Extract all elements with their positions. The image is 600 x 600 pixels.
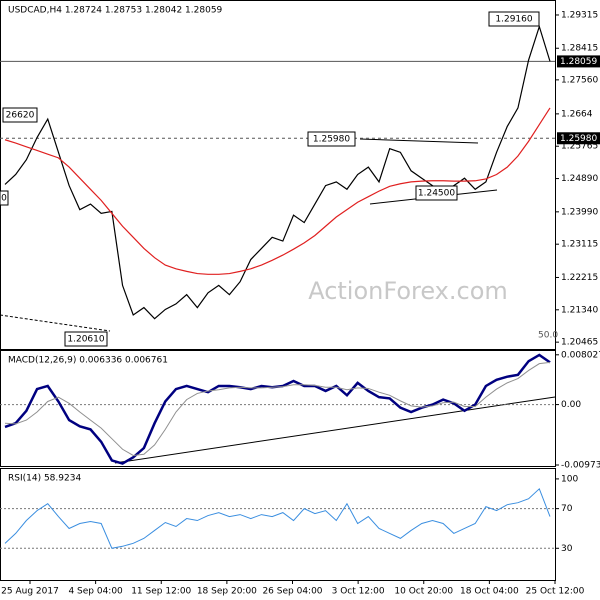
x-tick-label: 25 Aug 2017 (1, 587, 59, 597)
y-tick-label: 1.22215 (561, 273, 598, 283)
x-tick-label: 18 Oct 04:00 (460, 587, 519, 597)
annotation: 1.29160 (495, 15, 532, 25)
annotation: 0 (1, 194, 7, 204)
series-line (4, 361, 551, 456)
y-tick-label: -0.009737 (561, 460, 600, 470)
y-tick-label: 1.23990 (561, 207, 598, 217)
x-tick-label: 3 Oct 12:00 (332, 587, 385, 597)
x-tick-label: 25 Oct 12:00 (526, 587, 585, 597)
corner-label: 50.0 (538, 331, 558, 341)
x-tick-label: 10 Oct 20:00 (394, 587, 453, 597)
y-tick-label: 1.20465 (561, 338, 598, 348)
trend-line (359, 138, 479, 144)
y-tick-label: 0.00 (561, 400, 581, 410)
y-tick-label: 1.21340 (561, 305, 598, 315)
trend-line (0, 314, 111, 332)
panel-frame (0, 350, 556, 467)
x-tick-label: 26 Sep 04:00 (262, 587, 322, 597)
y-tick-label: 30 (561, 544, 573, 554)
annotation-box (415, 185, 458, 201)
x-tick-label: 11 Sep 12:00 (131, 587, 191, 597)
annotation-box (2, 107, 38, 123)
y-tick-label: 1.29315 (561, 10, 598, 20)
y-tick-label: 70 (561, 504, 573, 514)
annotation: 1.20610 (67, 335, 104, 345)
annotation-box (0, 190, 9, 206)
y-tick-label: 1.2664 (561, 109, 593, 119)
panel-frame (0, 0, 556, 350)
annotation: 26620 (6, 111, 35, 121)
panel-frame (0, 468, 556, 581)
y-tick-label: 1.25765 (561, 142, 598, 152)
level-label: 1.28059 (560, 57, 597, 67)
x-tick-label: 4 Sep 04:00 (68, 587, 123, 597)
level-label-box (557, 55, 600, 68)
annotation-box (307, 131, 356, 147)
series-line (4, 107, 551, 275)
panel-title: USDCAD,H4 1.28724 1.28753 1.28042 1.2805… (8, 6, 223, 16)
annotation: 1.24500 (418, 189, 455, 199)
panel-title: MACD(12,26,9) 0.006336 0.006761 (8, 356, 168, 366)
y-tick-label: 0.008027 (561, 350, 600, 360)
y-tick-label: 1.28415 (561, 44, 598, 54)
series-line (4, 24, 551, 320)
y-tick-label: 1.27560 (561, 75, 598, 85)
x-tick-label: 18 Sep 20:00 (197, 587, 257, 597)
trend-line (114, 396, 556, 464)
annotation-box (64, 331, 108, 347)
y-tick-label: 1.23115 (561, 240, 598, 250)
panel-title: RSI(14) 58.9234 (8, 474, 81, 484)
watermark: ActionForex.com (308, 277, 508, 305)
series-line (4, 487, 551, 549)
y-tick-label: 1.24890 (561, 174, 598, 184)
level-label: 1.25980 (560, 134, 597, 144)
annotation: 1.25980 (313, 135, 350, 145)
annotation-box (488, 11, 540, 27)
level-label-box (557, 132, 600, 145)
y-tick-label: 100 (561, 474, 578, 484)
